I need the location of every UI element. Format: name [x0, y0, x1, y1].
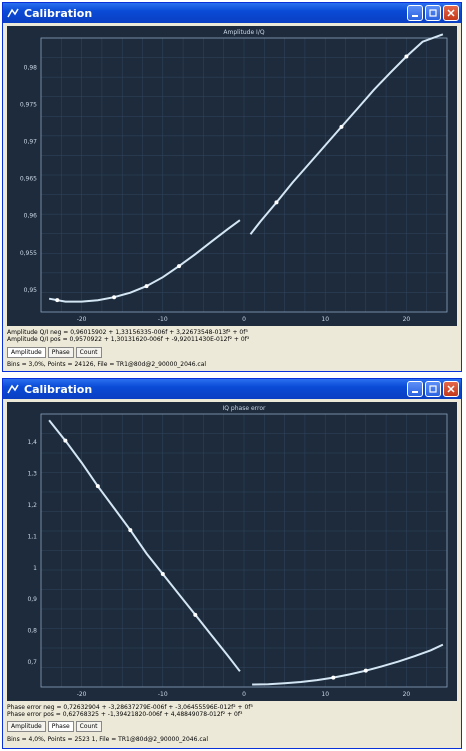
data-point: [404, 54, 409, 59]
app-icon: [7, 384, 19, 394]
maximize-icon[interactable]: [425, 5, 441, 21]
x-tick-label: 20: [403, 316, 411, 323]
fit-equations: Phase error neg = 0,72632904 + -3,286372…: [7, 704, 457, 718]
tab-phase[interactable]: Phase: [47, 347, 74, 358]
y-tick-label: 0,9: [27, 596, 37, 603]
y-tick-label: 0,95: [24, 287, 38, 294]
tab-count[interactable]: Count: [75, 721, 102, 732]
y-tick-label: 1: [33, 565, 37, 572]
window-title: Calibration: [24, 6, 93, 20]
y-tick-label: 1,1: [27, 533, 37, 540]
phase-error-chart: IQ phase error -20 -10 0 10 20 0,7 0,8 0,9 1 1,1 1,…: [7, 402, 457, 701]
view-tabs: Amplitude Phase Count: [7, 347, 102, 358]
x-tick-label: 20: [403, 691, 411, 698]
y-tick-label: 1,2: [27, 502, 37, 509]
fit-line-pos: Amplitude Q/I pos = 0,9570922 + 1,301316…: [7, 336, 250, 343]
y-tick-label: 1,3: [27, 471, 37, 478]
y-tick-label: 1,4: [27, 439, 37, 446]
tab-amplitude[interactable]: Amplitude: [7, 347, 46, 358]
data-point: [128, 528, 133, 533]
y-tick-label: 0,96: [24, 213, 38, 220]
x-tick-label: 0: [242, 316, 246, 323]
maximize-icon[interactable]: [425, 381, 441, 397]
plot-frame: [40, 413, 448, 688]
tab-amplitude[interactable]: Amplitude: [7, 721, 46, 732]
fit-line-neg: Amplitude Q/I neg = 0,96015902 + 1,33156…: [7, 329, 248, 336]
x-tick-label: -20: [77, 691, 87, 698]
data-point: [363, 668, 368, 673]
tab-phase[interactable]: Phase: [47, 721, 74, 732]
data-point: [331, 675, 336, 680]
data-point: [177, 264, 182, 269]
series-line-1: [48, 419, 241, 672]
data-point: [274, 200, 279, 205]
data-point: [193, 612, 198, 617]
window-title: Calibration: [24, 382, 93, 396]
y-tick-label: 0,7: [27, 659, 37, 666]
x-tick-label: 0: [242, 691, 246, 698]
y-tick-label: 0,8: [27, 628, 37, 635]
tab-count[interactable]: Count: [75, 347, 102, 358]
x-tick-label: -10: [158, 691, 168, 698]
plot-frame: [40, 37, 448, 313]
x-tick-label: 10: [321, 316, 329, 323]
fit-equations: Amplitude Q/I neg = 0,96015902 + 1,33156…: [7, 329, 457, 343]
x-tick-label: 10: [321, 691, 329, 698]
minimize-icon[interactable]: [407, 5, 423, 21]
y-tick-label: 0,97: [24, 139, 38, 146]
fit-line-neg: Phase error neg = 0,72632904 + -3,286372…: [7, 704, 253, 711]
title-bar[interactable]: Calibration: [3, 3, 461, 23]
app-icon: [7, 8, 19, 18]
plot-background: [7, 402, 457, 701]
fit-line-pos: Phase error pos = 0,62768325 + -1,394218…: [7, 711, 243, 718]
minimize-icon[interactable]: [407, 381, 423, 397]
title-bar[interactable]: Calibration: [3, 379, 461, 399]
data-point: [339, 124, 344, 129]
data-point: [144, 284, 149, 289]
view-tabs: Amplitude Phase Count: [7, 721, 102, 732]
data-point: [95, 484, 100, 489]
close-icon[interactable]: [443, 5, 459, 21]
calibration-window-phase: Calibration IQ phase error -20 -10 0 10 20 0,7…: [2, 378, 462, 749]
series-line-2: [252, 643, 444, 686]
chart-title: IQ phase error: [223, 405, 266, 412]
file-info: Bins = 3,0%, Points = 24126, File = TR1@…: [7, 361, 207, 368]
data-point: [160, 572, 165, 577]
data-point: [112, 295, 117, 300]
data-point: [55, 298, 60, 303]
close-icon[interactable]: [443, 381, 459, 397]
y-tick-label: 0,955: [20, 250, 37, 257]
x-tick-label: -20: [77, 316, 87, 323]
x-tick-label: -10: [158, 316, 168, 323]
y-tick-label: 0,965: [20, 176, 37, 183]
chart-title: Amplitude I/Q: [223, 29, 264, 36]
data-point: [63, 438, 68, 443]
plot-background: [7, 26, 457, 326]
calibration-window-amplitude: Calibration Amplitude I/Q -20 -10 0 10 20 0,95…: [2, 2, 462, 372]
y-tick-label: 0,975: [20, 102, 37, 109]
amplitude-chart: Amplitude I/Q -20 -10 0 10 20 0,95 0,955 0,96 0,9…: [7, 26, 457, 326]
y-tick-label: 0,98: [24, 65, 38, 72]
file-info: Bins = 4,0%, Points = 2523 1, File = TR1…: [7, 736, 208, 743]
window-gap: [0, 372, 466, 378]
